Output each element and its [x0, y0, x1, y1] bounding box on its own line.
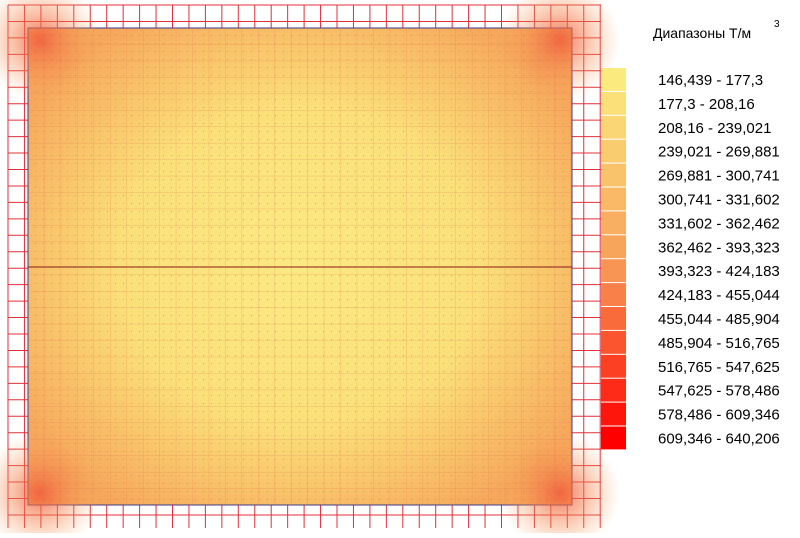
inner-grid — [28, 28, 572, 505]
legend-swatch — [601, 139, 626, 163]
legend-label: 485,904 - 516,765 — [658, 335, 780, 352]
legend-swatch — [601, 426, 626, 450]
legend-swatch — [601, 378, 626, 402]
legend-label: 239,021 - 269,881 — [658, 144, 780, 161]
legend-label: 609,346 - 640,206 — [658, 430, 780, 447]
legend-label: 424,183 - 455,044 — [658, 287, 780, 304]
legend-title: Диапазоны Т/м — [653, 25, 751, 41]
legend-label: 331,602 - 362,462 — [658, 215, 780, 232]
legend-swatch — [601, 307, 626, 330]
legend-label: 177,3 - 208,16 — [658, 96, 755, 113]
legend-swatch — [601, 283, 626, 306]
legend-swatch — [601, 163, 626, 187]
legend-swatch — [601, 259, 626, 283]
legend-label: 146,439 - 177,3 — [658, 72, 763, 89]
legend-label: 547,625 - 578,486 — [658, 383, 780, 400]
legend-swatch — [601, 402, 626, 426]
legend-label: 269,881 - 300,741 — [658, 168, 780, 185]
legend-swatch — [601, 211, 626, 235]
legend-swatch — [601, 330, 626, 354]
legend-swatch — [601, 115, 626, 139]
legend-swatch — [601, 187, 626, 211]
legend-label: 362,462 - 393,323 — [658, 239, 780, 256]
legend-title-superscript: 3 — [774, 19, 780, 30]
legend-label: 516,765 - 547,625 — [658, 359, 780, 376]
legend-swatch — [601, 68, 626, 91]
legend-label: 208,16 - 239,021 — [658, 120, 771, 137]
legend-swatch — [601, 354, 626, 378]
legend-swatch — [601, 91, 626, 115]
legend-label: 455,044 - 485,904 — [658, 311, 780, 328]
legend-label: 578,486 - 609,346 — [658, 407, 780, 424]
contour-plot — [0, 0, 620, 538]
legend-label: 393,323 - 424,183 — [658, 263, 780, 280]
legend: 146,439 - 177,3 177,3 - 208,16 208,16 - 23… — [601, 68, 780, 450]
legend-swatch — [601, 235, 626, 259]
legend-label: 300,741 - 331,602 — [658, 191, 780, 208]
